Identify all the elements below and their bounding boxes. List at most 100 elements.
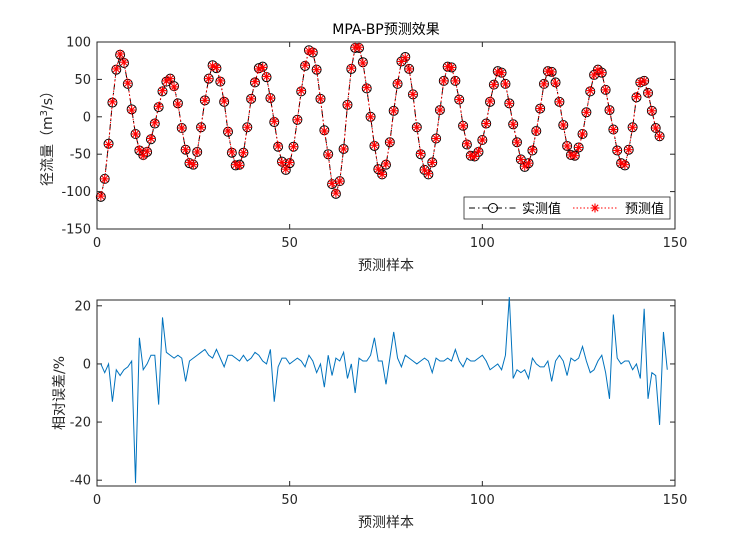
predicted-point [385, 137, 395, 147]
predicted-point [562, 141, 572, 151]
predicted-point [635, 77, 645, 87]
predicted-point [339, 144, 349, 154]
predicted-point [477, 135, 487, 145]
predicted-point [531, 126, 541, 136]
predicted-point [254, 64, 264, 74]
predicted-point [439, 76, 449, 86]
predicted-point [624, 145, 634, 155]
predicted-point [404, 64, 414, 74]
predicted-point [427, 157, 437, 167]
predicted-point [200, 95, 210, 105]
predicted-point [608, 125, 618, 135]
predicted-point [250, 77, 260, 87]
predicted-point [616, 158, 626, 168]
predicted-point [327, 178, 337, 188]
top-ylabel: 径流量（m3/s） [39, 84, 57, 186]
predicted-point [470, 151, 480, 161]
predicted-point [115, 49, 125, 59]
predicted-point [628, 122, 638, 132]
predicted-point [485, 96, 495, 106]
bottom-xtick-label: 50 [281, 493, 298, 508]
bottom-series [100, 297, 668, 484]
predicted-point [358, 58, 368, 68]
predicted-point [601, 85, 611, 95]
predicted-point [481, 119, 491, 129]
predicted-point [211, 62, 221, 72]
predicted-point [262, 71, 272, 81]
top-xtick-label: 150 [663, 236, 688, 251]
predicted-point [393, 78, 403, 88]
predicted-point [131, 129, 141, 139]
predicted-point [269, 116, 279, 126]
predicted-point [223, 126, 233, 136]
predicted-point [119, 57, 129, 67]
predicted-point [354, 42, 364, 52]
predicted-point [107, 97, 117, 107]
predicted-point [408, 89, 418, 99]
predicted-point [308, 47, 318, 57]
bottom-chart: 0 50 100 150 -40 -20 0 20 预测样本 相对误差/% [52, 297, 687, 531]
legend-marker-measured [488, 203, 498, 213]
predicted-point [400, 53, 410, 63]
predicted-point [235, 160, 245, 170]
predicted-point [512, 137, 522, 147]
predicted-point [551, 78, 561, 88]
top-series-line-2 [100, 46, 661, 197]
predicted-point [146, 133, 156, 143]
predicted-point [265, 93, 275, 103]
bottom-ytick-label: 20 [74, 299, 91, 314]
predicted-point [462, 139, 472, 149]
predicted-point [524, 158, 534, 168]
bottom-plot-area [96, 299, 676, 487]
predicted-point [277, 157, 287, 167]
top-ytick-label: 100 [66, 36, 91, 51]
top-xlabel: 预测样本 [358, 258, 414, 274]
predicted-point [381, 159, 391, 169]
predicted-point [570, 151, 580, 161]
bottom-ytick-label: -40 [70, 474, 91, 489]
top-ylabel-end: /s） [40, 84, 56, 110]
bottom-ytick-label: 0 [83, 357, 91, 372]
predicted-point [312, 65, 322, 75]
predicted-point [651, 123, 661, 133]
predicted-point [331, 188, 341, 198]
predicted-point [289, 142, 299, 152]
predicted-point [597, 68, 607, 78]
predicted-point [165, 74, 175, 84]
predicted-point [578, 129, 588, 139]
predicted-point [196, 122, 206, 132]
bottom-ytick-label: -20 [70, 416, 91, 431]
predicted-point [246, 94, 256, 104]
predicted-point [323, 150, 333, 160]
predicted-point [123, 78, 133, 88]
bottom-ylabel: 相对误差/% [52, 356, 68, 430]
top-ytick-label: -150 [61, 223, 91, 238]
top-ylabel-main: 径流量（m [40, 116, 56, 186]
top-legend: 实测值 预测值 [463, 196, 671, 220]
bottom-xlabel: 预测样本 [358, 515, 414, 531]
predicted-point [173, 99, 183, 109]
predicted-point [423, 169, 433, 179]
predicted-point [215, 76, 225, 86]
top-xtick-label: 50 [281, 236, 298, 251]
predicted-point [412, 122, 422, 132]
predicted-point [285, 157, 295, 167]
predicted-point [389, 106, 399, 116]
predicted-point [192, 147, 202, 157]
predicted-point [258, 62, 268, 72]
predicted-point [335, 176, 345, 186]
predicted-point [273, 141, 283, 151]
predicted-point [620, 160, 630, 170]
predicted-point [508, 119, 518, 129]
bottom-ticks: 0 50 100 150 -40 -20 0 20 [70, 299, 688, 508]
predicted-point [604, 105, 614, 115]
predicted-point [450, 76, 460, 86]
predicted-point [454, 95, 464, 105]
top-xtick-label: 100 [470, 236, 495, 251]
predicted-point [111, 64, 121, 74]
predicted-point [366, 112, 376, 122]
top-title: MPA-BP预测效果 [332, 22, 440, 38]
predicted-point [292, 115, 302, 125]
predicted-point [639, 76, 649, 86]
predicted-point [547, 67, 557, 77]
